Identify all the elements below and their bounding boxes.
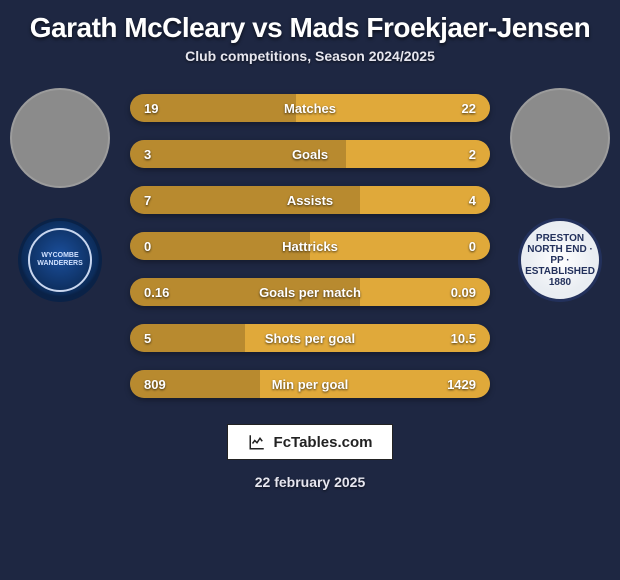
right-club-crest-label: PRESTON NORTH END · PP · ESTABLISHED 188… <box>525 233 595 288</box>
comparison-main: WYCOMBE WANDERERS 19 Matches 22 3 Goals 2 7 Ass… <box>0 88 620 398</box>
stat-label: Hattricks <box>282 239 338 254</box>
stat-value-right: 0 <box>436 239 476 254</box>
stat-value-left: 5 <box>144 331 184 346</box>
right-club-crest: PRESTON NORTH END · PP · ESTABLISHED 188… <box>518 218 602 302</box>
stat-value-right: 1429 <box>436 377 476 392</box>
brand-chart-icon <box>248 433 266 451</box>
stat-value-right: 2 <box>436 147 476 162</box>
left-club-crest: WYCOMBE WANDERERS <box>18 218 102 302</box>
right-player-avatar <box>510 88 610 188</box>
stat-row: 0 Hattricks 0 <box>130 232 490 260</box>
date-label: 22 february 2025 <box>255 474 366 490</box>
left-player-avatar <box>10 88 110 188</box>
stat-label: Assists <box>287 193 333 208</box>
stat-row: 3 Goals 2 <box>130 140 490 168</box>
brand-box[interactable]: FcTables.com <box>227 424 394 460</box>
stat-label: Shots per goal <box>265 331 355 346</box>
stat-value-left: 0 <box>144 239 184 254</box>
stat-value-right: 10.5 <box>436 331 476 346</box>
stat-value-left: 7 <box>144 193 184 208</box>
stat-label: Min per goal <box>272 377 349 392</box>
stat-bars: 19 Matches 22 3 Goals 2 7 Assists 4 0 Hattricks 0 0.… <box>130 94 490 398</box>
stat-value-right: 0.09 <box>436 285 476 300</box>
footer: FcTables.com 22 february 2025 <box>0 424 620 490</box>
brand-label: FcTables.com <box>274 434 373 451</box>
left-club-crest-label: WYCOMBE WANDERERS <box>28 228 92 292</box>
stat-value-left: 19 <box>144 101 184 116</box>
stat-row: 5 Shots per goal 10.5 <box>130 324 490 352</box>
stat-row: 0.16 Goals per match 0.09 <box>130 278 490 306</box>
stat-value-left: 0.16 <box>144 285 184 300</box>
page-subtitle: Club competitions, Season 2024/2025 <box>0 48 620 64</box>
stat-value-right: 4 <box>436 193 476 208</box>
right-side: PRESTON NORTH END · PP · ESTABLISHED 188… <box>508 88 612 302</box>
stat-label: Matches <box>284 101 336 116</box>
stat-row: 19 Matches 22 <box>130 94 490 122</box>
stat-value-left: 3 <box>144 147 184 162</box>
stat-value-left: 809 <box>144 377 184 392</box>
stat-label: Goals per match <box>259 285 361 300</box>
stat-row: 809 Min per goal 1429 <box>130 370 490 398</box>
stat-value-right: 22 <box>436 101 476 116</box>
stat-row: 7 Assists 4 <box>130 186 490 214</box>
page-title: Garath McCleary vs Mads Froekjaer-Jensen <box>0 0 620 48</box>
left-side: WYCOMBE WANDERERS <box>8 88 112 302</box>
stat-label: Goals <box>292 147 328 162</box>
